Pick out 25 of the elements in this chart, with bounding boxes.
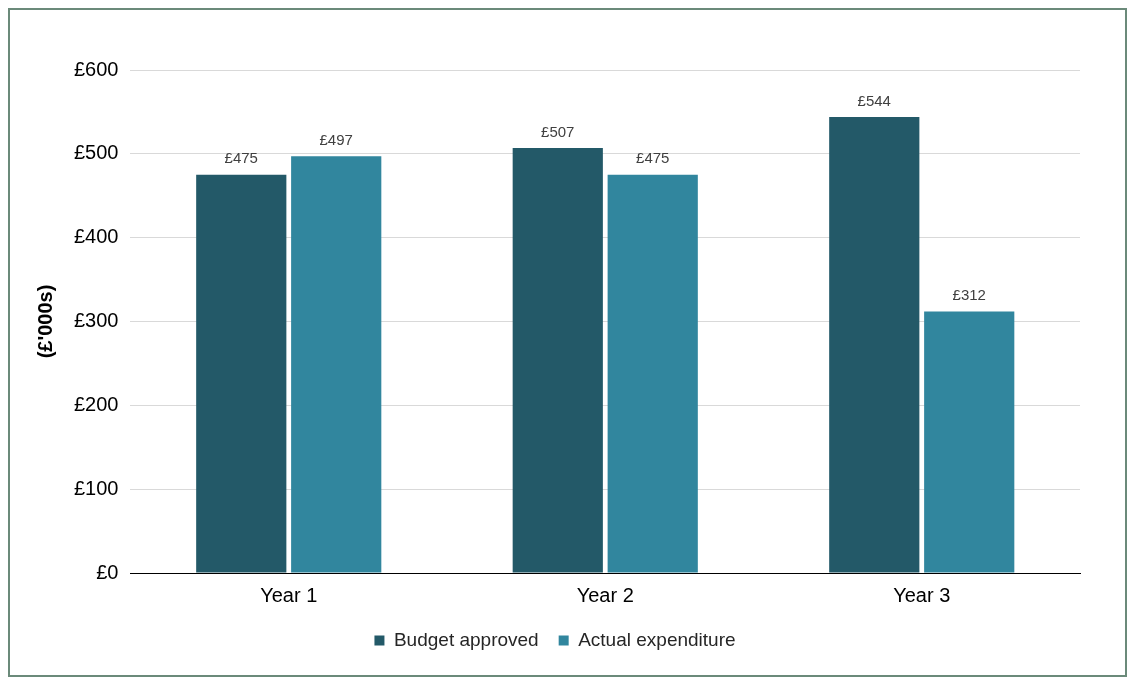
y-tick-label: £600	[73, 57, 119, 80]
bar	[607, 174, 698, 573]
y-tick-label: £200	[73, 392, 119, 415]
x-tick-label: Year 3	[893, 583, 951, 606]
bar	[291, 156, 382, 573]
y-tick-label: £300	[73, 309, 119, 332]
y-tick-label: £0	[96, 560, 119, 583]
legend-label: Actual expenditure	[578, 628, 736, 650]
data-label: £475	[636, 149, 670, 167]
data-label: £507	[541, 122, 575, 140]
data-label: £544	[857, 91, 891, 109]
y-tick-label: £400	[73, 225, 119, 248]
y-tick-label: £500	[73, 141, 119, 164]
data-label: £312	[952, 286, 986, 304]
bar	[196, 174, 287, 573]
y-axis-title: (£'000s)	[33, 284, 56, 359]
data-label: £475	[224, 149, 258, 167]
legend-label: Budget approved	[393, 628, 539, 650]
bar	[924, 311, 1015, 573]
bar	[512, 147, 603, 573]
x-tick-label: Year 2	[576, 583, 634, 606]
bar	[829, 116, 920, 573]
x-tick-label: Year 1	[260, 583, 318, 606]
y-tick-label: £100	[73, 476, 119, 499]
data-label: £497	[319, 130, 353, 148]
